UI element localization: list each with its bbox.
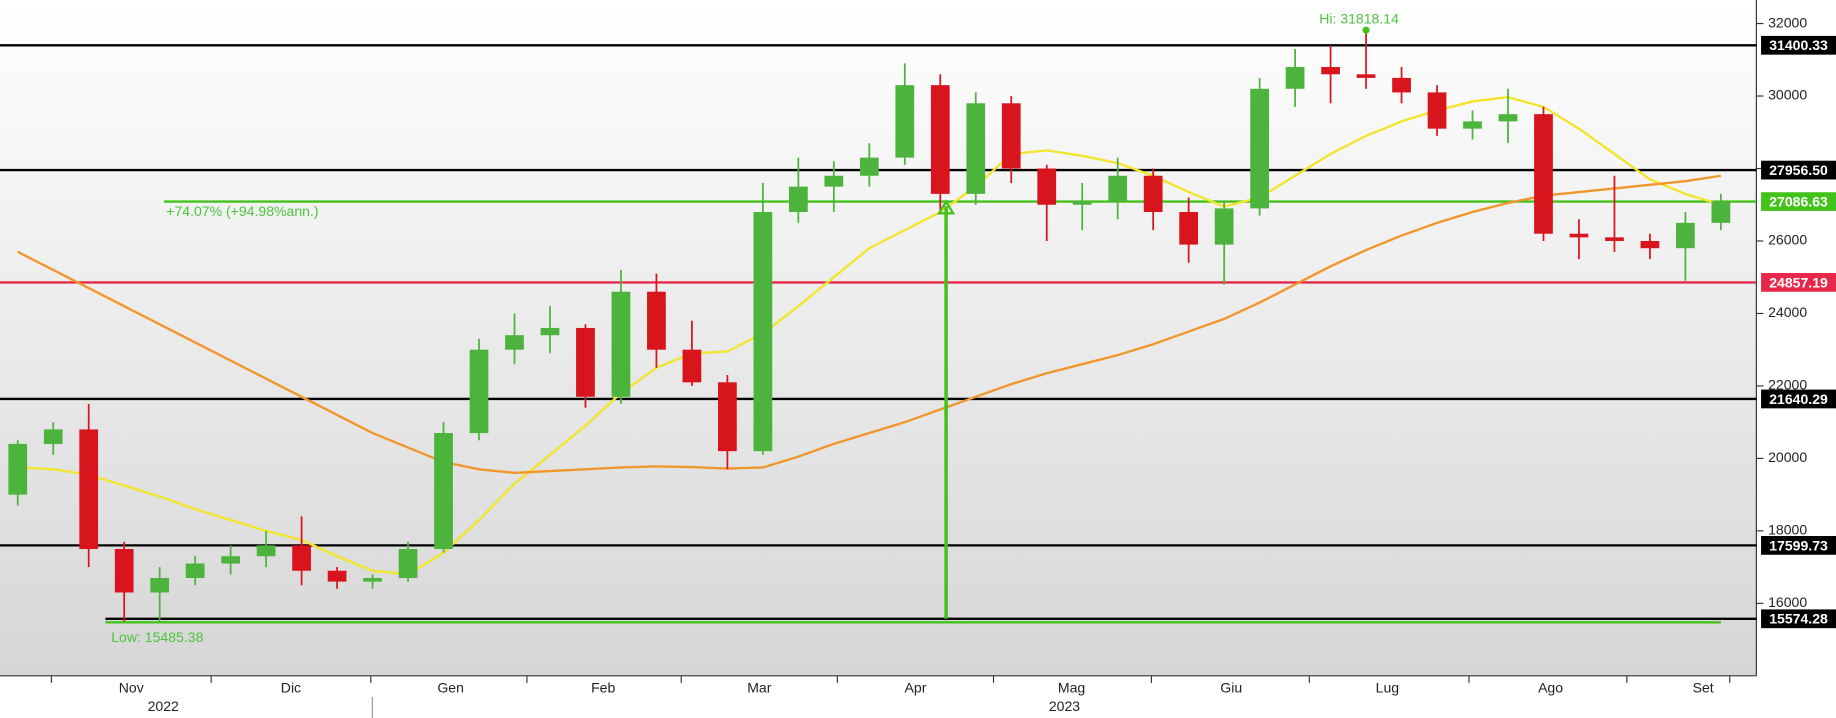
level-label: 31400.33 [1769,37,1828,53]
high-annotation: Hi: 31818.14 [1319,10,1399,26]
candle-body [1463,121,1482,129]
candle-body [1676,222,1695,249]
y-tick-label: 32000 [1768,14,1807,30]
level-label: 15574.28 [1769,611,1828,627]
candle-body [434,433,453,550]
level-label: 17599.73 [1769,537,1828,553]
candle-body [363,577,382,582]
x-tick-label: Ago [1538,679,1563,695]
candle-body [1321,67,1340,75]
x-tick-label: Set [1693,679,1714,695]
y-tick-label: 26000 [1768,232,1807,248]
level-label-box [1761,192,1836,211]
x-tick-label: Giu [1220,679,1242,695]
x-tick-label: Feb [591,679,615,695]
level-label: 24857.19 [1769,274,1828,290]
x-tick-label: Mag [1058,679,1085,695]
candle-body [1179,211,1199,245]
low-annotation: Low: 15485.38 [111,629,203,645]
candle-body [1605,237,1624,241]
x-tick-label: Apr [905,679,927,695]
candle-body [895,85,915,158]
high-marker [1362,26,1370,34]
candle-body [1640,240,1660,249]
year-label: 2022 [148,698,179,714]
candle-body [505,335,524,350]
candle-body [1108,175,1128,202]
x-tick-label: Dic [281,679,301,695]
candle-body [292,545,311,571]
x-tick-label: Mar [747,679,772,695]
level-label: 27956.50 [1769,162,1828,178]
candle-body [1250,88,1269,209]
candle-body [1498,114,1518,122]
candle-body [1392,77,1411,93]
candle-body [221,556,241,564]
x-tick-label: Lug [1376,679,1399,695]
y-tick-label: 16000 [1768,594,1807,610]
candle-body [150,577,170,593]
candle-body [647,291,666,350]
measure-arrow [937,199,956,215]
candle-body [114,549,134,593]
y-tick-label: 30000 [1768,87,1807,103]
change-annotation: +74.07% (+94.98%ann.) [166,203,318,219]
y-tick-label: 20000 [1768,449,1807,465]
y-tick-label: 24000 [1768,304,1807,320]
y-tick-label: 18000 [1768,522,1807,538]
x-tick-label: Gen [437,679,464,695]
candle-body [185,563,205,578]
candle-body [930,85,950,194]
y-tick-label: 22000 [1768,377,1807,393]
plot-background [0,0,1757,676]
candle-body [1534,114,1553,234]
candle-body [540,327,560,336]
candle-body [79,429,99,550]
level-label: 21640.29 [1769,391,1828,407]
candle-body [398,549,418,578]
candle-body [43,429,63,444]
candle-body [8,443,28,495]
candle-body [611,291,631,397]
candle-body [327,570,347,582]
candle-body [966,103,986,194]
candle-body [469,349,489,434]
level-label: 27086.63 [1769,193,1828,209]
candle-body [682,349,702,383]
level-label-box [1761,273,1836,292]
candle-body [1143,175,1163,212]
candle-body [1072,201,1092,205]
candle-body [859,157,879,176]
candle-body [753,211,773,452]
level-label-box [1761,389,1836,409]
candle-body [256,545,276,557]
candle-body [824,175,844,187]
level-label-box [1761,609,1836,629]
x-tick-label: Nov [119,679,144,695]
candle-body [1569,233,1589,238]
axis-background [0,675,1757,718]
level-label-box [1761,35,1836,55]
candle-body [1001,103,1021,169]
candle-body [1427,92,1447,129]
candle-body [1214,208,1234,245]
candle-body [1037,168,1057,205]
candle-body [576,327,595,397]
candle-body [1285,67,1305,89]
candle-body [788,186,808,212]
level-label-box [1761,536,1836,555]
candle-body [1711,201,1731,223]
level-label-box [1761,160,1836,180]
candle-body [1356,74,1376,78]
candle-body [718,382,737,452]
year-label: 2023 [1049,698,1080,714]
axis-background [1756,0,1836,718]
moving-average [17,174,1722,475]
